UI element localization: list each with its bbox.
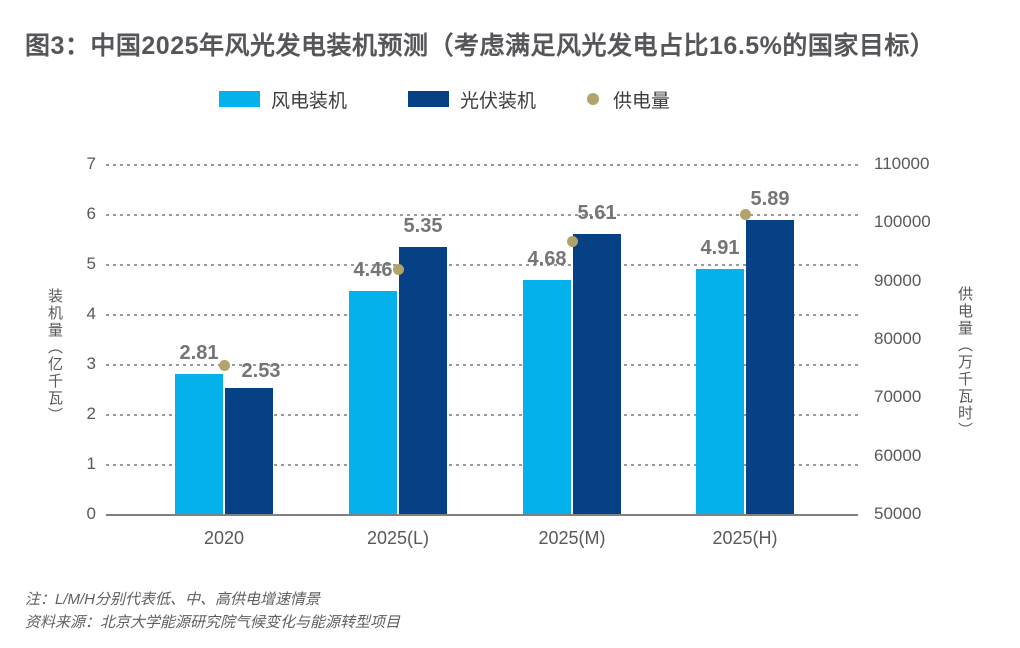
gridline <box>106 364 858 366</box>
left-axis-tick-label: 2 <box>86 404 96 423</box>
bar-label-pv: 5.61 <box>577 201 617 224</box>
right-axis-tick-label: 110000 <box>874 154 930 173</box>
bar-wind <box>696 268 744 514</box>
legend-label-pv: 光伏装机 <box>460 90 537 112</box>
x-tick-label: 2025(H) <box>712 528 778 548</box>
x-tick-label: 2025(M) <box>538 528 606 548</box>
left-axis-tick-label: 0 <box>86 504 96 523</box>
left-axis-tick-label: 6 <box>86 204 96 223</box>
supply-dot <box>567 236 578 247</box>
gridline <box>106 264 858 266</box>
bar-pv <box>746 219 794 514</box>
legend-item-supply: 供电量 <box>587 88 671 112</box>
bar-label-pv: 5.89 <box>750 187 790 210</box>
footnote-source: 资料来源：北京大学能源研究院气候变化与能源转型项目 <box>25 614 401 631</box>
supply-legend-dot-icon <box>587 93 599 105</box>
gridline <box>106 314 858 316</box>
legend-label-wind: 风电装机 <box>271 90 348 112</box>
right-axis-tick-label: 70000 <box>874 387 922 407</box>
left-axis-tick-label: 1 <box>86 454 96 473</box>
bar-wind <box>523 280 571 514</box>
bar-label-wind: 4.91 <box>700 236 740 259</box>
bar-pv <box>399 246 447 514</box>
right-axis-tick-label: 90000 <box>874 270 922 290</box>
gridline <box>106 164 858 166</box>
bar-pv <box>573 233 621 514</box>
pv-legend-swatch <box>408 91 449 107</box>
supply-dot <box>740 208 751 220</box>
bar-label-wind: 4.68 <box>527 248 567 270</box>
left-axis-tick-label: 7 <box>86 154 96 173</box>
bar-label-wind: 2.81 <box>179 341 219 364</box>
legend-item-wind: 风电装机 <box>219 88 348 112</box>
right-axis-tick-label: 60000 <box>874 445 922 465</box>
bar-wind <box>175 373 223 514</box>
left-axis-tick-label: 5 <box>86 254 96 273</box>
x-axis-line <box>106 514 858 516</box>
right-axis-title: 供电量（万千瓦时） <box>956 286 973 439</box>
left-axis-tick-label: 4 <box>86 304 96 323</box>
bar-label-pv: 5.35 <box>403 214 443 237</box>
gridline <box>106 464 858 466</box>
bar-pv <box>225 387 273 514</box>
bar-label-pv: 2.53 <box>241 359 281 382</box>
chart-title: 图3：中国2025年风光发电装机预测（考虑满足风光发电占比16.5%的国家目标） <box>25 32 936 60</box>
bar-label-wind: 4.46 <box>353 259 393 281</box>
legend-label-supply: 供电量 <box>613 90 671 112</box>
legend-item-pv: 光伏装机 <box>408 88 537 112</box>
right-axis-tick-label: 50000 <box>874 504 922 523</box>
bar-wind <box>349 291 397 514</box>
left-axis-tick-label: 3 <box>86 354 96 373</box>
x-tick-label: 2025(L) <box>366 528 430 548</box>
x-tick-label: 2020 <box>203 528 245 548</box>
wind-legend-swatch <box>219 91 260 107</box>
left-axis-title: 装机量（亿千瓦） <box>46 288 63 424</box>
supply-dot <box>219 360 230 372</box>
right-axis-tick-label: 80000 <box>874 329 922 348</box>
supply-dot <box>393 264 404 275</box>
gridline <box>106 214 858 216</box>
right-axis-tick-label: 100000 <box>874 212 931 232</box>
gridline <box>106 414 858 416</box>
footnote-note: 注：L/M/H分别代表低、中、高供电增速情景 <box>25 591 321 608</box>
